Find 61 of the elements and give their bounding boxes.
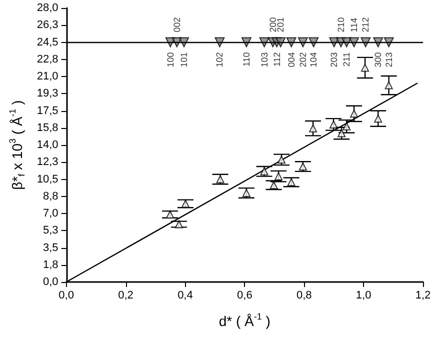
x-tick-label: 0,0: [58, 290, 74, 302]
annotation: 211: [342, 52, 352, 67]
annotation: 100: [165, 52, 176, 68]
point: [298, 162, 307, 171]
annotation: 104: [308, 52, 319, 68]
y-tick-label: 15,8: [36, 122, 58, 134]
y-tick-label: 5,3: [43, 224, 58, 237]
annotation: 002: [172, 17, 182, 32]
point: [374, 114, 382, 123]
y-tick-label: 0,0: [43, 276, 58, 288]
annotation: 213: [384, 52, 394, 68]
point: [270, 181, 278, 190]
x-tick-label: 0,4: [178, 290, 193, 302]
annotation: 112: [272, 52, 282, 67]
point: [309, 124, 318, 132]
y-tick-label: 14,0: [36, 139, 58, 151]
point: [287, 178, 296, 186]
x-tick-label: 0,6: [237, 290, 252, 302]
y-tick-label: 3,5: [43, 242, 58, 254]
y-tick-label: 1,8: [43, 258, 58, 271]
point: [260, 167, 268, 176]
point: [361, 64, 370, 72]
x-tick-label: 0,2: [118, 290, 134, 302]
annotation: 201: [276, 17, 286, 32]
annotation: 300: [373, 52, 384, 68]
point: [242, 188, 250, 197]
x-tick-label: 1,0: [356, 290, 372, 302]
point: [384, 81, 393, 90]
annotation: 101: [179, 52, 190, 68]
point: [174, 220, 183, 228]
point: [342, 122, 351, 130]
point: [216, 175, 224, 184]
annotation: 202: [298, 52, 308, 68]
point: [166, 210, 174, 218]
y-tick-label: 28,0: [36, 2, 58, 14]
annotation: 200: [268, 17, 278, 32]
point: [350, 110, 358, 118]
annotation: 103: [259, 52, 270, 68]
y-tick-label: 26,3: [36, 19, 58, 32]
y-tick-label: 7,0: [43, 208, 58, 220]
annotation: 102: [214, 52, 225, 68]
y-tick-label: 19,3: [36, 88, 58, 100]
annotation: 004: [286, 52, 296, 68]
y-tick-label: 12,3: [36, 156, 58, 168]
y-tick-label: 22,8: [36, 53, 58, 66]
point: [274, 172, 283, 180]
y-axis-title: β*f x 103 ( Å-1 ): [8, 100, 26, 190]
point: [182, 200, 190, 208]
annotation: 203: [329, 52, 340, 68]
y-tick-label: 24,5: [36, 36, 58, 48]
annotation: 110: [241, 52, 252, 67]
point: [278, 156, 286, 164]
y-tick-label: 17,5: [36, 104, 58, 117]
x-tick-label: 1,2: [415, 290, 431, 302]
annotation: 210: [336, 17, 346, 32]
x-tick-label: 0,8: [296, 290, 312, 302]
y-tick-label: 21,0: [36, 70, 58, 82]
annotation: 212: [360, 17, 371, 32]
annotation: 114: [349, 18, 360, 32]
y-tick-label: 10,5: [36, 173, 58, 186]
y-tick-label: 8,8: [43, 190, 58, 202]
